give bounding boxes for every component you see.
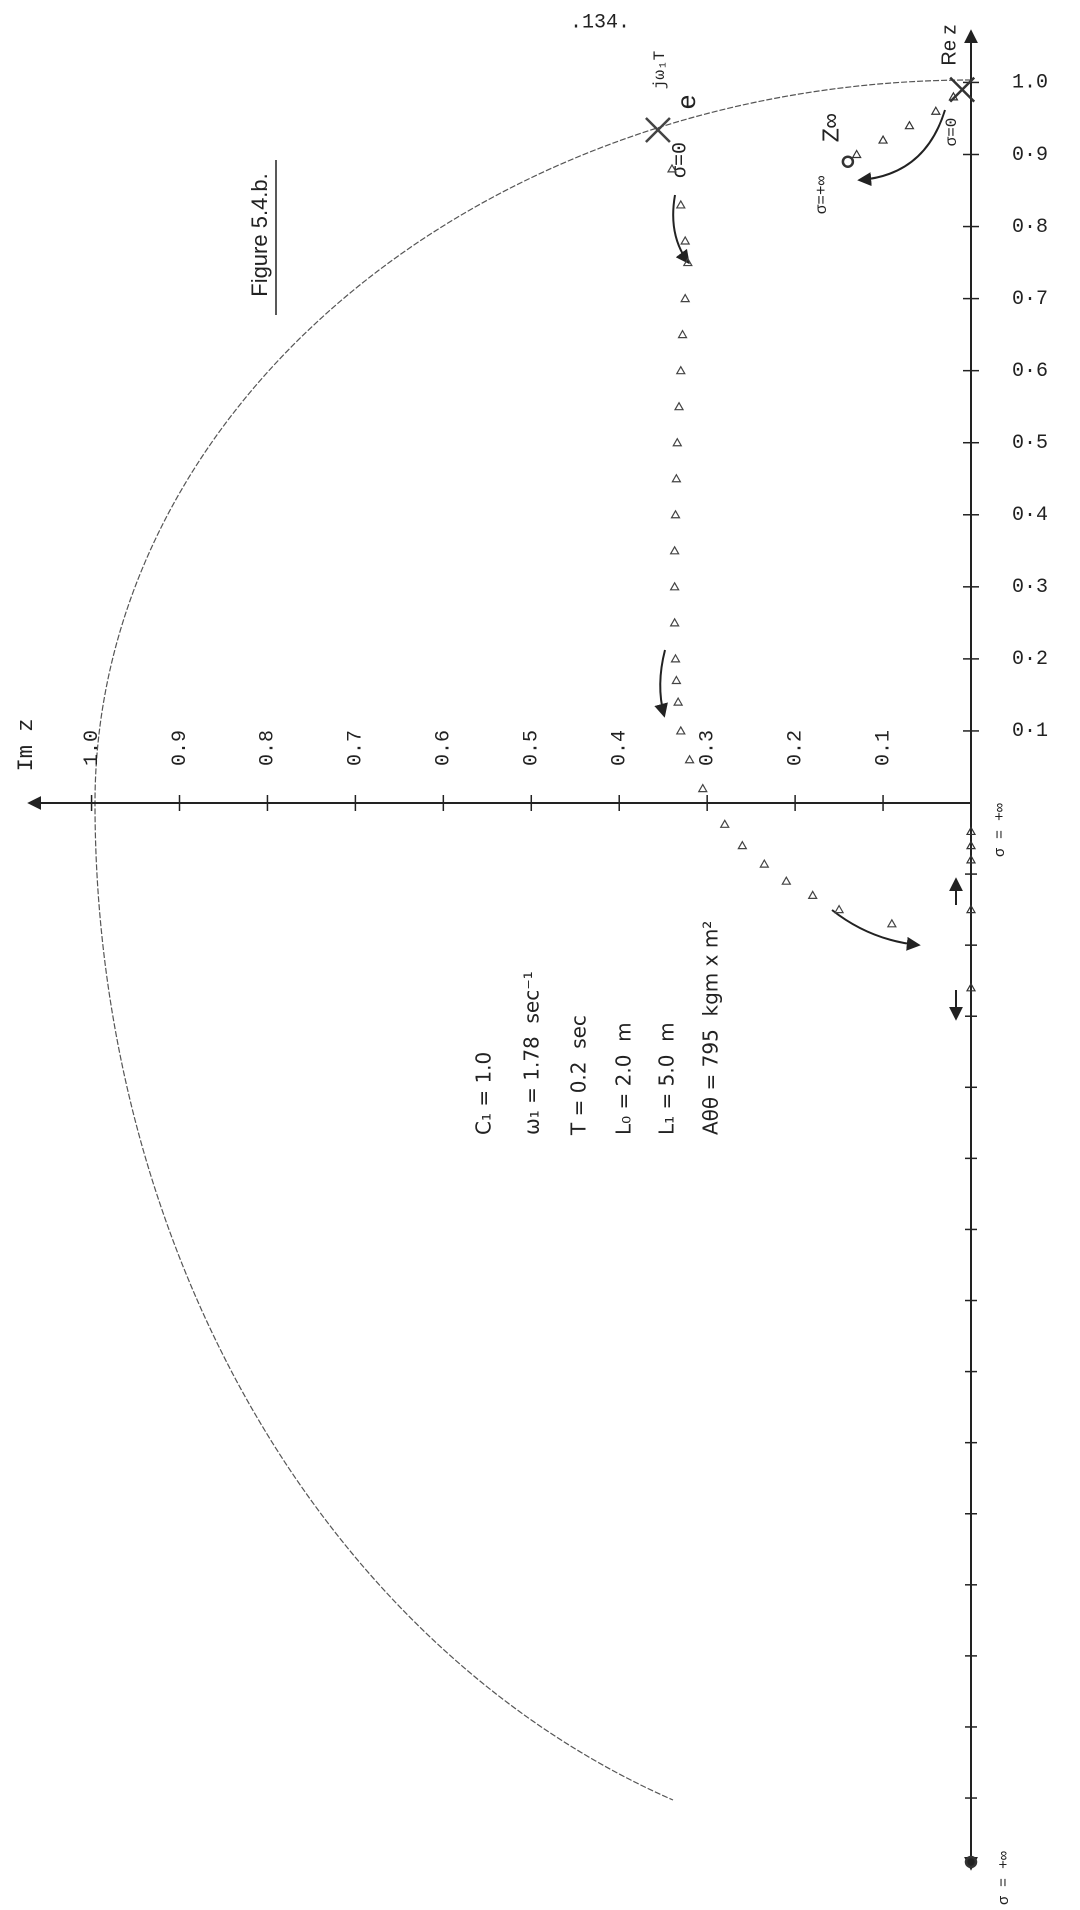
locus-point <box>886 918 897 928</box>
annotation: σ=0 <box>669 142 692 178</box>
locus-point <box>669 581 680 591</box>
locus-point <box>965 826 977 836</box>
locus-point <box>680 293 691 303</box>
direction-arrow <box>831 909 921 951</box>
annotation: σ = +∞ <box>992 803 1009 857</box>
locus-point <box>851 149 862 159</box>
chart-title: Figure 5.4.b. <box>247 173 272 297</box>
locus-point <box>669 617 680 627</box>
locus-point <box>677 329 688 339</box>
locus-point <box>948 91 959 101</box>
x-tick-label: 1.0 <box>81 730 104 766</box>
x-tick-label: 0.1 <box>872 730 895 766</box>
locus-point <box>669 545 680 555</box>
parameters: C₁ = 1.0 ω₁ = 1.78 sec⁻¹ T = 0.2 sec L₀ … <box>472 921 723 1136</box>
end-marker <box>964 1855 978 1869</box>
y-tick-label: 0·1 <box>1012 720 1048 743</box>
locus-point <box>673 696 684 706</box>
direction-arrow <box>857 109 946 187</box>
parameter: L₀ = 2.0 m <box>612 1022 636 1135</box>
locus-point <box>675 199 686 209</box>
locus-point <box>671 675 682 685</box>
locus-point <box>680 235 691 245</box>
annotation: jω₁T <box>651 51 669 89</box>
locus-point <box>670 653 681 663</box>
annotation: σ = +∞ <box>996 1851 1013 1905</box>
locus-point <box>834 904 845 914</box>
parameter: L₁ = 5.0 m <box>655 1022 679 1135</box>
annotation: Z∞ <box>819 114 846 143</box>
end-marker <box>841 155 855 168</box>
locus-point <box>672 437 683 447</box>
locus-point <box>697 783 708 793</box>
parameter: Aθθ = 795 kgm x m² <box>699 921 723 1135</box>
unit-circle <box>94 79 972 1801</box>
y-tick-label: 1.0 <box>1012 72 1048 95</box>
x-tick-label: 0.6 <box>433 730 456 766</box>
locus-point <box>759 858 770 868</box>
annotation: σ=+∞ <box>813 175 831 214</box>
locus-point <box>675 365 686 375</box>
locus-point <box>965 904 977 914</box>
y-tick-label: 0·2 <box>1012 648 1048 671</box>
locus-point <box>904 120 915 130</box>
y-axis-label: Re z <box>938 24 960 65</box>
locus-point <box>719 819 730 828</box>
x-tick-label: 0.4 <box>609 730 632 766</box>
locus-point <box>781 875 792 885</box>
direction-arrow <box>672 194 690 265</box>
annotation: σ=0 <box>943 118 961 147</box>
locus-point <box>671 473 682 483</box>
x-tick-label: 0.2 <box>784 730 807 766</box>
x-tick-label: 0.5 <box>521 730 544 766</box>
y-tick-label: 0·3 <box>1012 576 1048 599</box>
y-tick-label: 0·8 <box>1012 216 1048 239</box>
locus-point <box>670 509 681 519</box>
start-marker <box>645 117 671 143</box>
locus-point <box>684 754 695 764</box>
x-tick-label: 0.7 <box>345 730 368 766</box>
locus-point <box>675 725 686 735</box>
locus-point <box>965 982 977 992</box>
y-tick-label: 0·6 <box>1012 360 1048 383</box>
locus-point <box>737 840 748 850</box>
x-tick-label: 0.8 <box>257 730 280 766</box>
parameter: C₁ = 1.0 <box>472 1052 496 1135</box>
locus-point <box>666 163 678 173</box>
locus-point <box>807 890 818 899</box>
annotation: e <box>673 94 703 110</box>
y-tick-label: 0·4 <box>1012 504 1048 527</box>
page-number: .134. <box>570 11 630 34</box>
locus-point <box>965 854 977 864</box>
y-tick-label: 0·7 <box>1012 288 1048 311</box>
x-tick-label: 0.9 <box>169 730 192 766</box>
y-tick-label: 0·9 <box>1012 144 1048 167</box>
start-marker <box>949 76 976 103</box>
locus-point <box>930 106 941 115</box>
parameter: ω₁ = 1.78 sec⁻¹ <box>520 971 544 1135</box>
locus-point <box>965 840 977 850</box>
parameter: T = 0.2 sec <box>567 1015 591 1136</box>
x-tick-label: 0.3 <box>696 730 719 766</box>
locus-point <box>673 401 685 411</box>
locus-point <box>682 257 693 267</box>
direction-arrow <box>654 649 668 718</box>
locus-point <box>878 134 889 144</box>
y-tick-label: 0·5 <box>1012 432 1048 455</box>
x-axis-label: Im z <box>14 719 39 772</box>
